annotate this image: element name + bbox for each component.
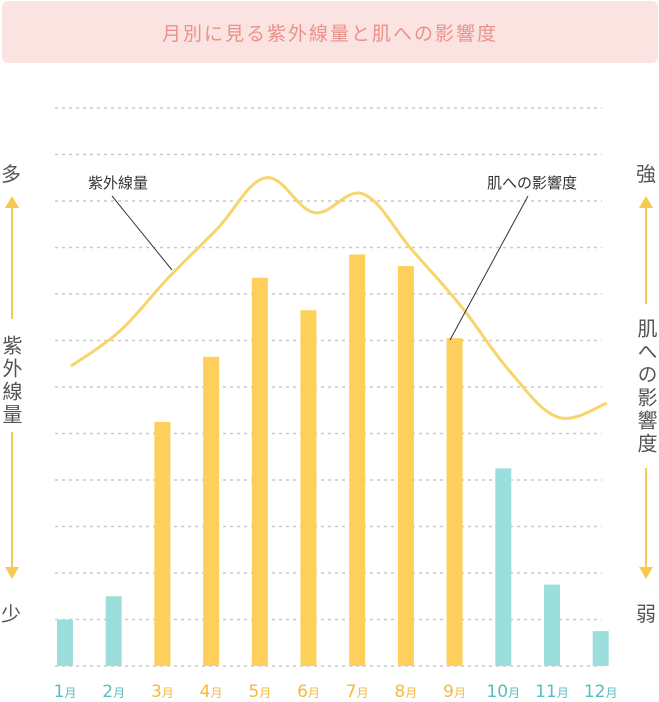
- uv-curve: [70, 176, 608, 420]
- bar: [300, 310, 317, 666]
- left-arrow-shaft-bottom: [11, 432, 13, 567]
- bar: [57, 619, 73, 666]
- bar: [397, 266, 414, 666]
- right-axis-label-text: 肌への影響度: [634, 318, 658, 456]
- bar: [105, 596, 122, 666]
- annotation-skin: 肌への影響度: [487, 174, 577, 192]
- bar: [349, 254, 366, 666]
- right-arrow-down-icon: [639, 567, 653, 579]
- chart-title: 月別に見る紫外線量と肌への影響度: [161, 22, 498, 45]
- x-tick-label: 2月: [102, 682, 125, 702]
- bar: [446, 338, 463, 666]
- annotation-uv: 紫外線量: [88, 174, 148, 192]
- leader-line: [111, 195, 173, 271]
- right-axis-bottom: 弱: [633, 598, 659, 627]
- x-tick-label: 1月: [54, 682, 77, 702]
- left-axis-top-label: 多: [1, 162, 21, 186]
- x-tick-label: 10月: [486, 682, 520, 702]
- left-axis-bottom-label: 少: [1, 602, 21, 626]
- bar: [592, 631, 609, 666]
- title-banner: 月別に見る紫外線量と肌への影響度: [2, 1, 658, 63]
- right-arrow-shaft-top: [645, 207, 647, 304]
- x-tick-label: 9月: [443, 682, 466, 702]
- right-arrow-shaft-bottom: [645, 468, 647, 567]
- left-arrow-shaft-top: [11, 207, 13, 319]
- left-arrow-down-icon: [5, 567, 19, 579]
- bar-series: [57, 254, 609, 666]
- bar: [495, 468, 512, 666]
- left-axis-label-text: 紫外線量: [0, 335, 23, 427]
- right-axis-top-label: 強: [636, 162, 656, 186]
- right-arrow-up-icon: [639, 196, 653, 208]
- month-labels: 1月 2月 3月 4月 5月 6月 7月 8月 9月 10月 11月 12月: [54, 682, 618, 702]
- x-tick-label: 3月: [151, 682, 174, 702]
- bar: [154, 421, 171, 666]
- right-axis-label: 肌への影響度: [633, 318, 659, 456]
- bar: [251, 277, 268, 666]
- bar: [544, 584, 560, 666]
- x-tick-label: 5月: [248, 682, 271, 702]
- leader-line: [449, 195, 529, 341]
- left-axis-bottom: 少: [0, 598, 22, 627]
- left-arrow-up-icon: [5, 196, 19, 208]
- annotation-leaders: [111, 195, 529, 341]
- right-axis-top: 強: [633, 158, 659, 187]
- left-axis-top: 多: [0, 158, 22, 187]
- bar: [203, 356, 220, 666]
- x-tick-label: 7月: [346, 682, 369, 702]
- x-tick-label: 12月: [584, 682, 618, 702]
- x-tick-label: 6月: [297, 682, 320, 702]
- x-tick-label: 4月: [200, 682, 223, 702]
- x-tick-label: 8月: [394, 682, 417, 702]
- x-tick-label: 11月: [535, 682, 569, 702]
- right-axis-bottom-label: 弱: [636, 602, 656, 626]
- left-axis-label: 紫外線量: [0, 335, 23, 427]
